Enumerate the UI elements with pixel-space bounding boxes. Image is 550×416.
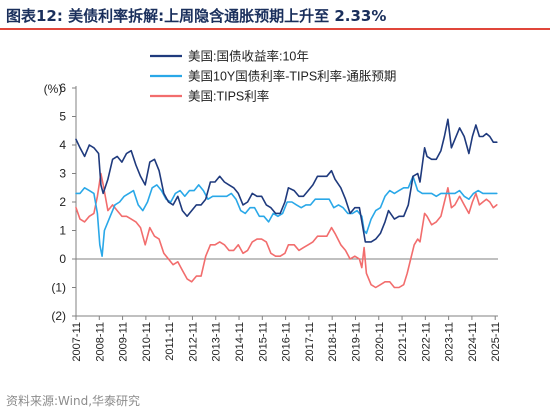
chart-area: (2) (1) 0 1 2 3 4 5 6(%) 2007-11 2008-11 2009-11 201… — [44, 49, 503, 362]
y-axis-label: (%) — [44, 82, 63, 96]
series-line-2 — [75, 175, 498, 257]
series-lines — [75, 118, 498, 289]
x-tick-label: 2013-11 — [211, 322, 223, 362]
x-tick-label: 2007-11 — [71, 322, 83, 362]
y-tick-label: 2 — [59, 195, 66, 209]
y-tick-label: 6 — [59, 81, 66, 95]
x-tick-label: 2020-11 — [374, 322, 386, 362]
x-tick-label: 2008-11 — [94, 322, 106, 362]
x-tick-label: 2022-11 — [420, 322, 432, 362]
y-tick-label: (1) — [51, 281, 66, 295]
x-tick-label: 2016-11 — [281, 322, 293, 362]
y-tick-label: 1 — [59, 224, 66, 238]
y-tick-label: (2) — [51, 309, 66, 323]
legend-label-3: 美国:TIPS利率 — [188, 89, 269, 104]
legend: 美国:国债收益率:10年美国10Y国债利率-TIPS利率-通胀预期美国:TIPS… — [150, 49, 396, 104]
source-note: 资料来源:Wind,华泰研究 — [6, 394, 141, 408]
x-tick-label: 2019-11 — [350, 322, 362, 362]
x-tick-label: 2017-11 — [304, 322, 316, 362]
y-tick-label: 5 — [59, 110, 66, 124]
x-tick-label: 2014-11 — [234, 322, 246, 362]
title-bar: 图表12: 美债利率拆解:上周隐含通胀预期上升至 2.33% — [0, 0, 550, 30]
chart-title: 图表12: 美债利率拆解:上周隐含通胀预期上升至 2.33% — [6, 7, 387, 25]
series-line-1 — [75, 118, 498, 243]
axes: (2) (1) 0 1 2 3 4 5 6(%) 2007-11 2008-11 2009-11 201… — [44, 81, 503, 362]
x-tick-label: 2024-11 — [467, 322, 479, 362]
series-line-3 — [75, 172, 498, 289]
x-tick-label: 2009-11 — [118, 322, 130, 362]
y-tick-label: 0 — [59, 252, 66, 266]
y-tick-label: 3 — [59, 167, 66, 181]
x-tick-label: 2025-11 — [490, 322, 502, 362]
legend-label-1: 美国:国债收益率:10年 — [188, 49, 309, 64]
y-tick-label: 4 — [59, 138, 66, 152]
x-tick-label: 2018-11 — [327, 322, 339, 362]
x-tick-label: 2021-11 — [397, 322, 409, 362]
x-tick-label: 2012-11 — [187, 322, 199, 362]
x-tick-label: 2023-11 — [444, 322, 456, 362]
x-tick-label: 2010-11 — [141, 322, 153, 362]
x-tick-label: 2015-11 — [257, 322, 269, 362]
legend-label-2: 美国10Y国债利率-TIPS利率-通胀预期 — [188, 69, 396, 84]
x-tick-label: 2011-11 — [164, 322, 176, 361]
